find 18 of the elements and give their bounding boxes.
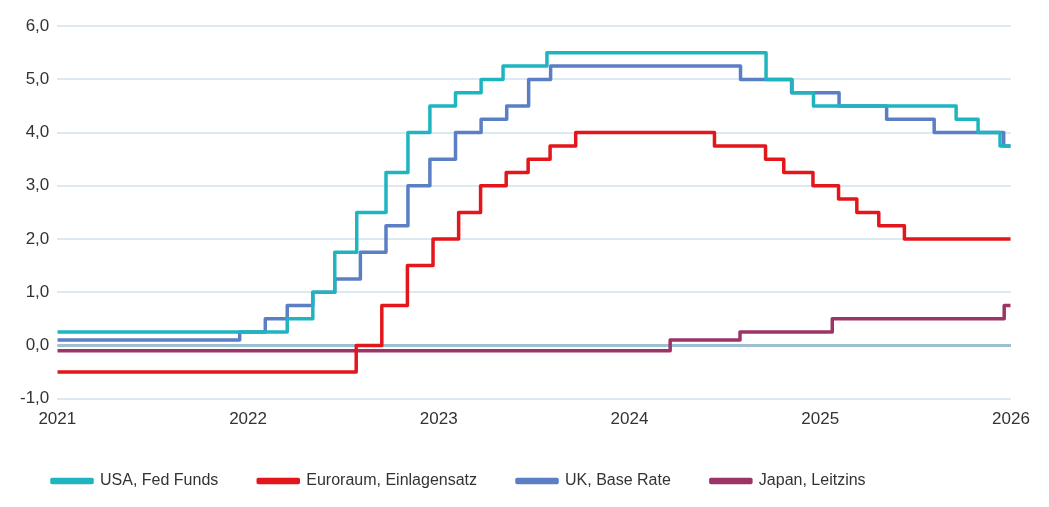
y-tick-label: 5,0 xyxy=(25,69,50,89)
y-tick-label: 6,0 xyxy=(25,15,50,35)
x-tick-label: 2022 xyxy=(229,409,267,429)
x-tick-label: 2024 xyxy=(610,409,649,429)
y-tick-label: 4,0 xyxy=(25,122,50,142)
x-tick-label: 2026 xyxy=(992,409,1030,429)
x-tick-label: 2021 xyxy=(38,409,77,429)
x-tick-label: 2025 xyxy=(801,409,840,429)
legend-label: Euroraum, Einlagensatz xyxy=(306,471,478,489)
legend-label: UK, Base Rate xyxy=(565,471,671,489)
legend-label: USA, Fed Funds xyxy=(100,471,219,489)
y-tick-label: -1,0 xyxy=(20,388,50,408)
x-tick-label: 2023 xyxy=(419,409,458,429)
y-tick-label: 1,0 xyxy=(25,281,50,301)
legend-label: Japan, Leitzins xyxy=(758,471,866,489)
y-tick-label: 3,0 xyxy=(25,175,50,195)
y-tick-label: 0,0 xyxy=(25,335,50,355)
y-tick-label: 2,0 xyxy=(25,228,50,248)
